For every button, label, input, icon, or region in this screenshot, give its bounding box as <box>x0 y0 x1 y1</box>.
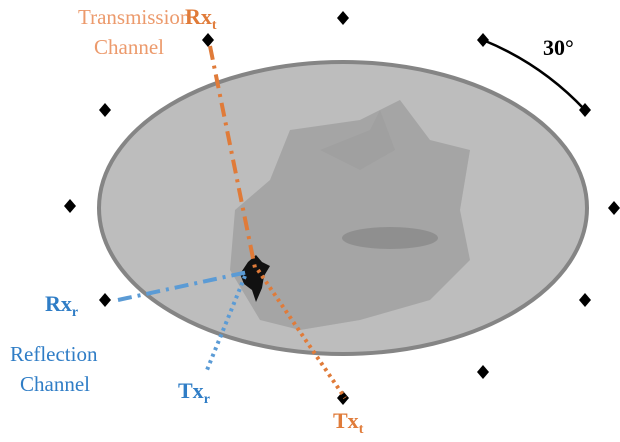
channel-label: Channel <box>20 372 90 396</box>
antenna-label: Txr <box>178 378 210 407</box>
diagram: Transmission Channel Rxt 30° Rxr Reflect… <box>0 0 620 442</box>
antenna-label: Rxt <box>185 4 217 33</box>
angle-label: 30° <box>543 35 574 60</box>
channel-label: Reflection <box>10 342 98 366</box>
channel-label: Transmission <box>78 5 191 29</box>
tissue-feature <box>342 227 438 249</box>
antenna-label: Rxr <box>45 291 78 320</box>
channel-label: Channel <box>94 35 164 59</box>
antenna-label: Txt <box>333 408 364 437</box>
